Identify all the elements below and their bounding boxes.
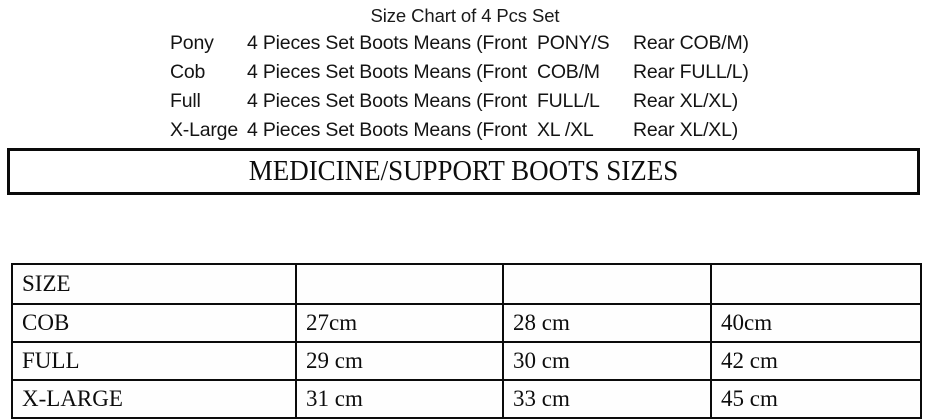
table-cell-size: FULL	[11, 341, 297, 381]
boots-sizes-table: SIZE COB 27cm 28 cm 40cm FULL 29 cm 30 c…	[11, 263, 922, 419]
table-row: SIZE	[11, 263, 922, 305]
size-description-front-value: COB/M	[536, 61, 600, 83]
size-description-label: Full	[170, 90, 201, 112]
table-cell-measure-3	[710, 263, 922, 305]
size-description-means: 4 Pieces Set Boots Means (Front	[247, 90, 527, 112]
table-cell-measure-1: 31 cm	[295, 379, 504, 419]
size-description-means: 4 Pieces Set Boots Means (Front	[247, 61, 527, 83]
table-cell-measure-2	[502, 263, 712, 305]
banner-title: MEDICINE/SUPPORT BOOTS SIZES	[248, 155, 679, 187]
size-description-means: 4 Pieces Set Boots Means (Front	[247, 119, 527, 141]
size-description-row: Full 4 Pieces Set Boots Means (Front FUL…	[0, 87, 930, 116]
size-description-row: Pony 4 Pieces Set Boots Means (Front PON…	[0, 29, 930, 58]
table-cell-measure-1	[295, 263, 504, 305]
table-row: FULL 29 cm 30 cm 42 cm	[11, 341, 922, 381]
size-description-front-value: PONY/S	[536, 32, 610, 54]
table-cell-measure-3: 45 cm	[710, 379, 922, 419]
size-description-row: X-Large 4 Pieces Set Boots Means (Front …	[0, 116, 930, 145]
table-row: COB 27cm 28 cm 40cm	[11, 303, 922, 343]
table-cell-measure-2: 30 cm	[502, 341, 712, 381]
size-description-front-value: XL /XL	[536, 119, 594, 141]
table-cell-size: COB	[11, 303, 297, 343]
medicine-support-boots-sizes-banner: MEDICINE/SUPPORT BOOTS SIZES	[7, 148, 920, 195]
size-description-rear-value: Rear FULL/L)	[632, 61, 749, 83]
table-cell-measure-3: 40cm	[710, 303, 922, 343]
table-cell-measure-2: 28 cm	[502, 303, 712, 343]
size-description-label: X-Large	[170, 119, 238, 141]
size-description-rear-value: Rear XL/XL)	[632, 119, 739, 141]
size-description-rear-value: Rear COB/M)	[632, 32, 749, 54]
size-description-row: Cob 4 Pieces Set Boots Means (Front COB/…	[0, 58, 930, 87]
table-cell-measure-1: 27cm	[295, 303, 504, 343]
size-description-front-value: FULL/L	[536, 90, 600, 112]
size-description-means: 4 Pieces Set Boots Means (Front	[247, 32, 527, 54]
table-cell-measure-3: 42 cm	[710, 341, 922, 381]
size-description-rear-value: Rear XL/XL)	[632, 90, 739, 112]
table-cell-size: SIZE	[11, 263, 297, 305]
table-cell-measure-2: 33 cm	[502, 379, 712, 419]
table-row: X-LARGE 31 cm 33 cm 45 cm	[11, 379, 922, 419]
size-chart-description-block: Size Chart of 4 Pcs Set Pony 4 Pieces Se…	[0, 0, 930, 145]
table-cell-size: X-LARGE	[11, 379, 297, 419]
size-description-label: Pony	[170, 32, 214, 54]
size-description-label: Cob	[170, 61, 206, 83]
size-chart-title: Size Chart of 4 Pcs Set	[370, 5, 560, 26]
table-cell-measure-1: 29 cm	[295, 341, 504, 381]
